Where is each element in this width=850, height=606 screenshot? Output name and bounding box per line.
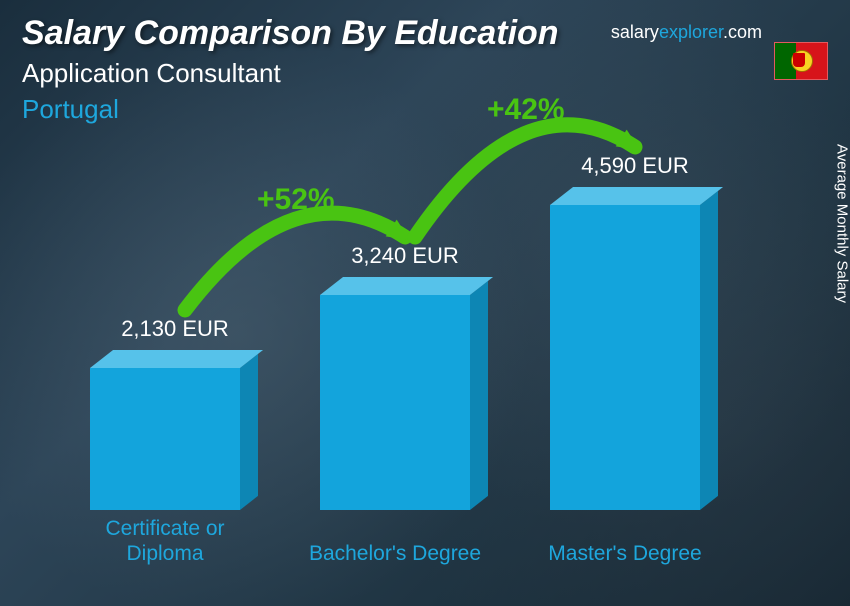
chart-subtitle-role: Application Consultant	[22, 58, 281, 89]
chart-subtitle-country: Portugal	[22, 94, 119, 125]
bar-side	[240, 354, 258, 510]
y-axis-label: Average Monthly Salary	[834, 144, 850, 303]
chart-title: Salary Comparison By Education	[22, 14, 559, 53]
bar-side	[470, 281, 488, 510]
bar-chart: 2,130 EURCertificate or Diploma3,240 EUR…	[90, 140, 730, 510]
portugal-flag-icon	[774, 42, 828, 80]
bar-top	[90, 350, 263, 368]
bar-category: Bachelor's Degree	[300, 541, 490, 566]
increase-arrow: +42%	[395, 65, 665, 267]
bar-side	[700, 191, 718, 510]
bar-front	[90, 368, 240, 510]
increase-percent: +52%	[257, 183, 335, 217]
increase-percent: +42%	[487, 93, 565, 127]
brand-prefix: salary	[611, 22, 659, 42]
bar-category: Master's Degree	[530, 541, 720, 566]
brand-suffix: .com	[723, 22, 762, 42]
infographic: Salary Comparison By Education Applicati…	[0, 0, 850, 606]
brand-accent: explorer	[659, 22, 723, 42]
brand-label: salaryexplorer.com	[611, 22, 762, 43]
bar-category: Certificate or Diploma	[70, 516, 260, 566]
